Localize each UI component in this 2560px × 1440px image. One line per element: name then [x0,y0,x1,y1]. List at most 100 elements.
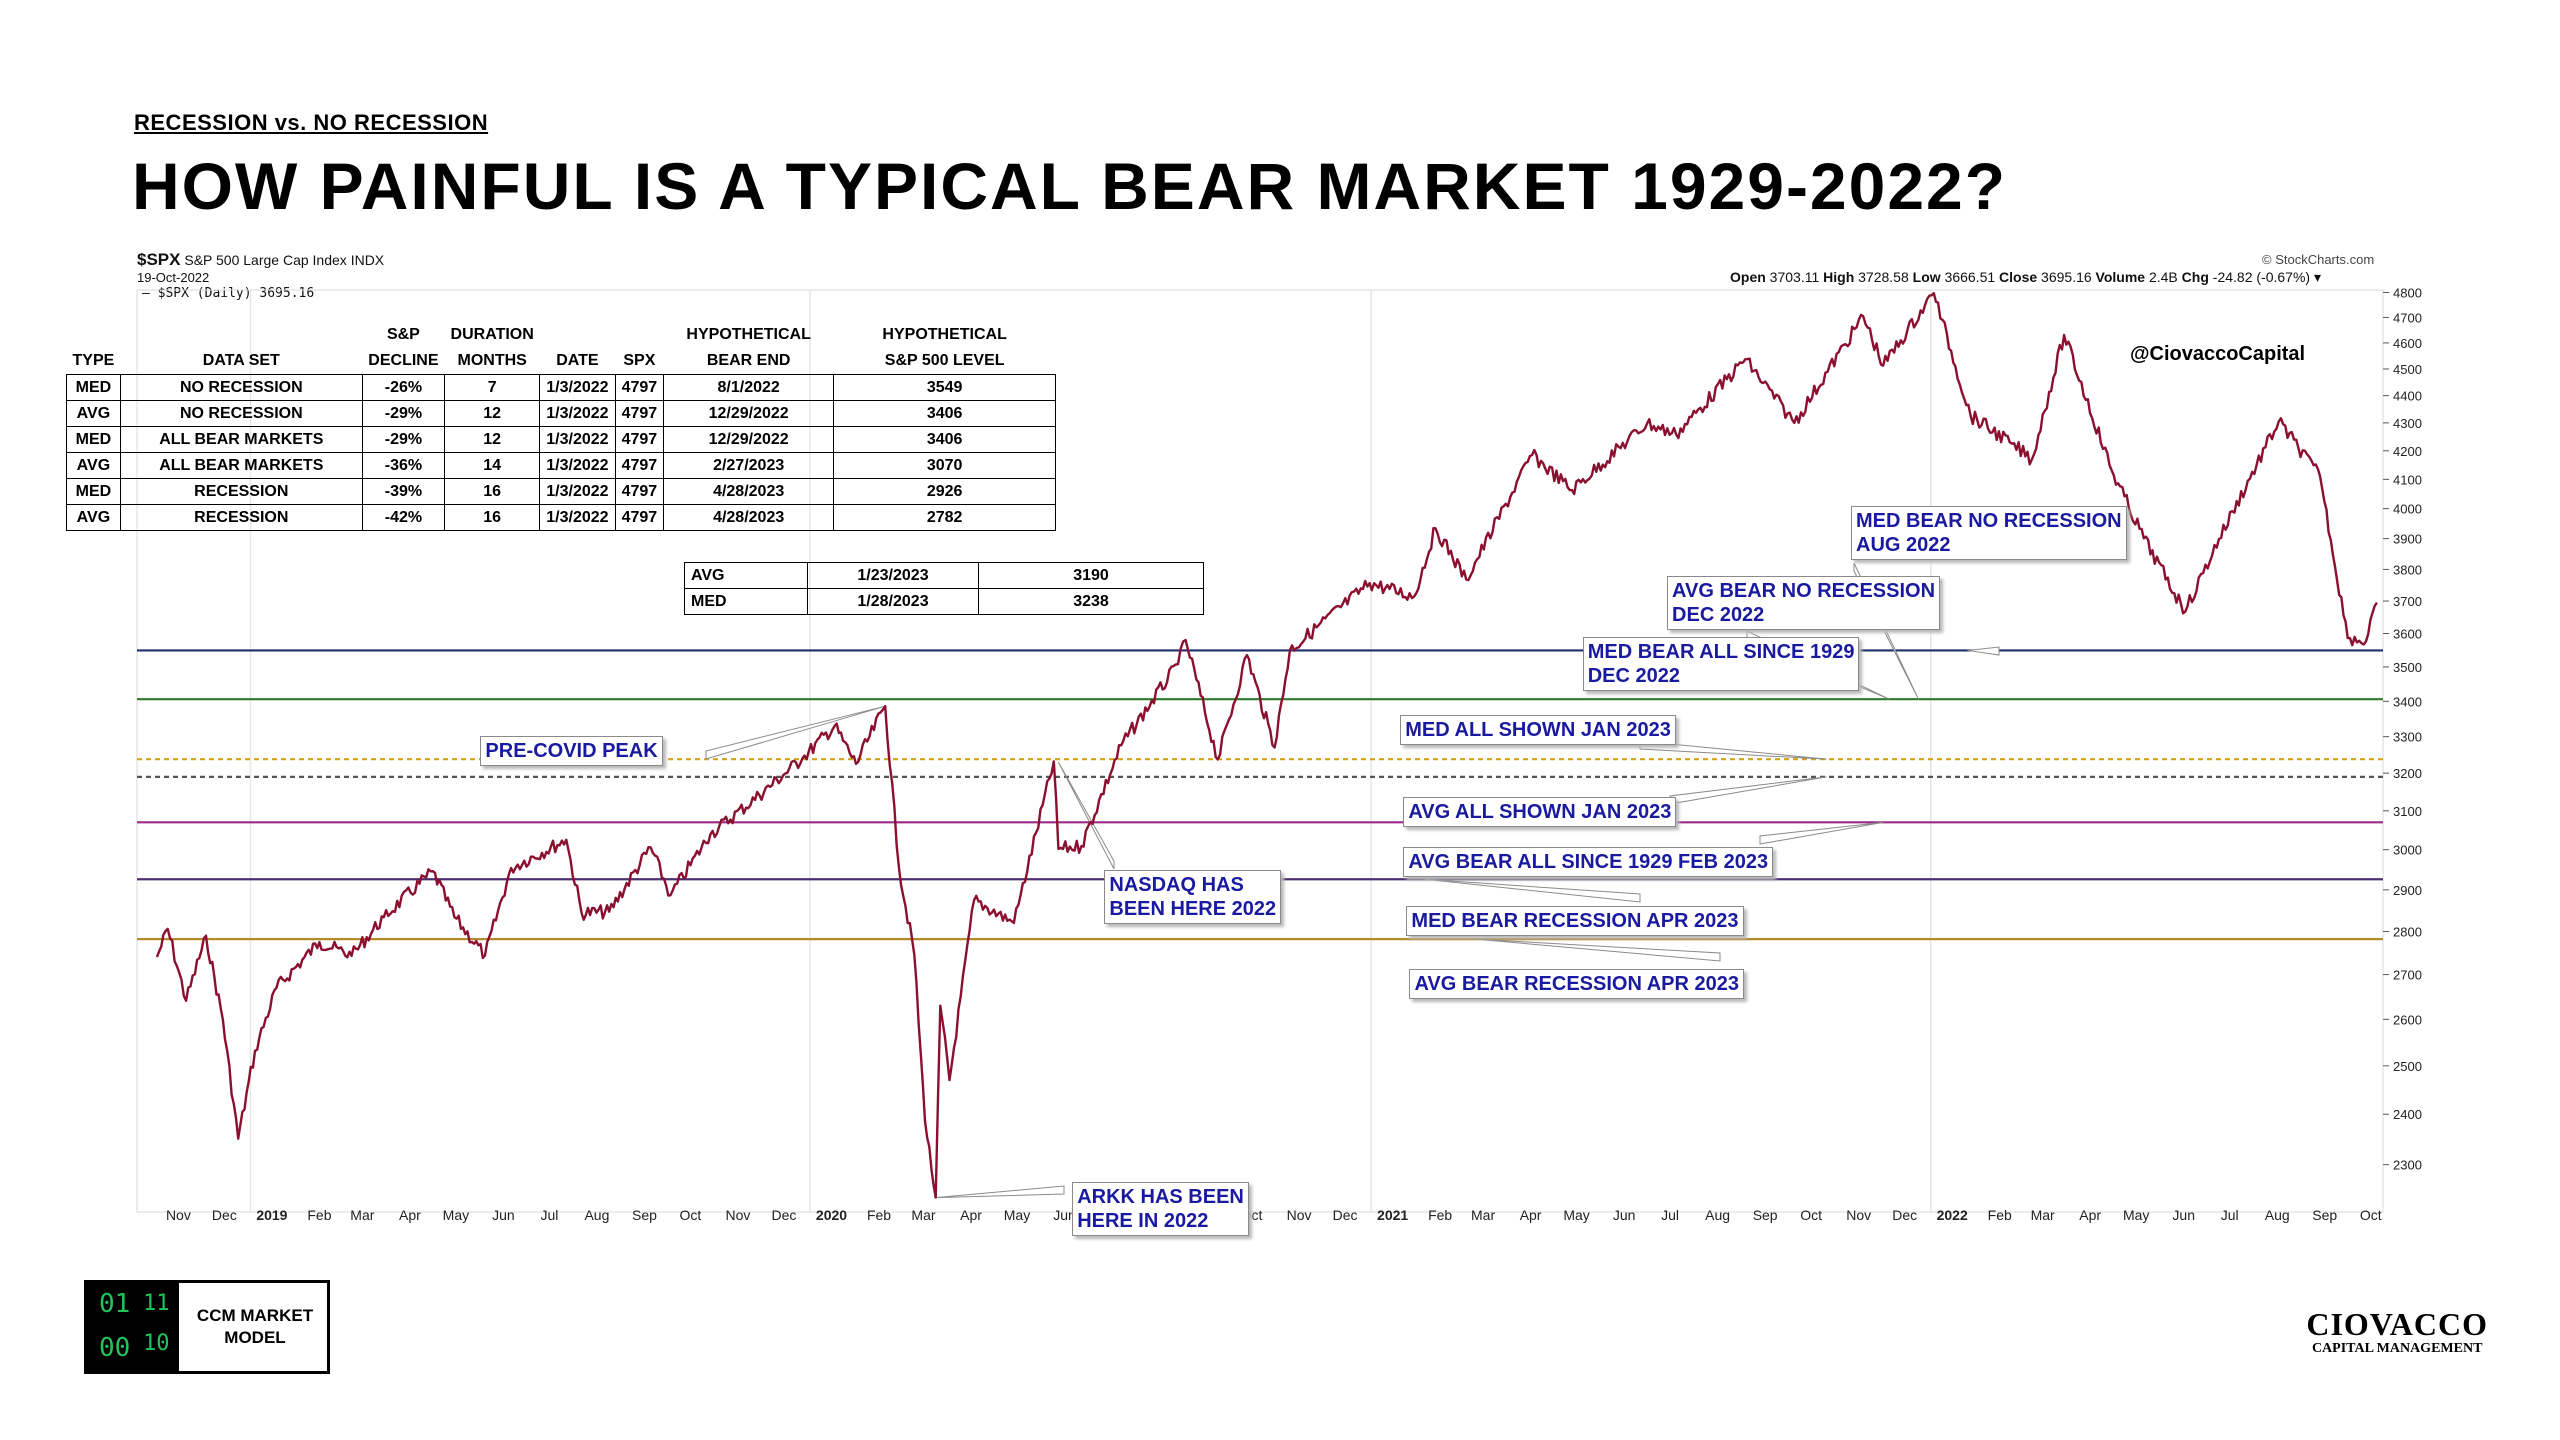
logo-text: CCM MARKET MODEL [196,1306,314,1347]
x-tick-label: Mar [350,1207,374,1223]
ohlc-high-label: High [1823,269,1855,285]
chart-annotation: AVG BEAR RECESSION APR 2023 [1409,969,1744,1000]
table-row: MED NO RECESSION -26% 7 1/3/2022 4797 8/1/2022… [66,374,1057,401]
x-tick-label: 2019 [256,1207,287,1223]
col-header-decline-line1: S&P [386,326,420,343]
table-cell: 8/1/2022 [663,374,835,401]
table-cell: 12/29/2022 [663,400,835,427]
y-tick-label: 2300 [2393,1158,2422,1173]
table-cell: 12/29/2022 [663,426,835,453]
table-cell: 4797 [614,426,665,453]
table-cell: 4797 [614,478,665,505]
col-header-bear-end-line1: HYPOTHETICAL [686,326,811,343]
table-cell: 1/3/2022 [539,400,616,427]
table-cell: NO RECESSION [119,374,363,401]
x-tick-label: May [1563,1207,1589,1223]
table-cell: 2/27/2023 [663,452,835,479]
bear-market-stats-table: TYPE DATA SET S&P DECLINE DURATION MONTHS … [66,318,1057,531]
y-tick-label: 2900 [2393,883,2422,898]
col-header-months-line1: DURATION [450,326,534,343]
ohlc-open: 3703.11 [1769,269,1820,285]
x-tick-label: Nov [726,1207,751,1223]
col-header-months-line2: MONTHS [457,352,527,369]
x-tick-label: Feb [307,1207,331,1223]
col-header-months: DURATION MONTHS [445,318,540,375]
col-header-data-set: DATA SET [202,352,280,369]
table-cell: -26% [361,374,446,401]
x-tick-label: 2021 [1377,1207,1408,1223]
table-cell: -39% [361,478,446,505]
x-tick-label: Oct [2360,1207,2382,1223]
chart-annotation: NASDAQ HAS BEEN HERE 2022 [1104,869,1282,924]
y-tick-label: 2500 [2393,1059,2422,1074]
x-tick-label: Dec [1892,1207,1917,1223]
callout-leader [705,705,886,760]
table-cell: AVG [66,400,121,427]
table-row: MED RECESSION -39% 16 1/3/2022 4797 4/28/2023 2… [66,478,1057,505]
table-cell: MED [66,426,121,453]
table-cell: -29% [361,426,446,453]
chart-annotation: MED BEAR RECESSION APR 2023 [1406,906,1744,937]
y-tick-label: 3300 [2393,730,2422,745]
brand-subtitle: CAPITAL MANAGEMENT [2311,1341,2483,1356]
table-cell: 4/28/2023 [663,504,835,531]
table-cell: RECESSION [119,504,363,531]
table-cell: 16 [444,504,541,531]
y-axis: 2300 2400 2500 2600 2700 2800 2900 3000 3100 3200… [2383,285,2422,1173]
table-cell: 1/3/2022 [539,426,616,453]
plot-frame [136,289,2384,1213]
callout-leader [1057,761,1115,870]
y-tick-label: 3400 [2393,694,2422,709]
table-cell: AVG [66,452,121,479]
x-tick-label: Nov [1846,1207,1871,1223]
x-tick-label: Jun [492,1207,515,1223]
table-cell: 1/3/2022 [539,452,616,479]
x-tick-label: May [443,1207,469,1223]
y-tick-label: 2400 [2393,1107,2422,1122]
chart-annotation: AVG BEAR ALL SINCE 1929 FEB 2023 [1403,846,1774,877]
logo-digit: 01 [99,1289,131,1319]
y-tick-label: 3700 [2393,594,2422,609]
table-row: MED ALL BEAR MARKETS -29% 12 1/3/2022 4797 12/… [66,426,1057,453]
x-tick-label: Apr [1520,1207,1542,1223]
table-cell: 4797 [614,504,665,531]
table-cell: 2782 [833,504,1057,531]
ohlc-low: 3666.51 [1944,269,1996,285]
y-tick-label: 4800 [2393,285,2422,300]
x-tick-label: Aug [1705,1207,1730,1223]
col-header-bear-end-line2: BEAR END [706,352,791,369]
table-cell: 16 [444,478,541,505]
x-tick-label: May [2123,1207,2149,1223]
ohlc-chg: -24.82 (-0.67%) [2212,269,2311,285]
table-cell: 3549 [833,374,1057,401]
y-tick-label: 4700 [2393,310,2422,325]
y-tick-label: 4300 [2393,416,2422,431]
table-cell: 12 [444,426,541,453]
table-row: MED 1/28/2023 3238 [684,588,1204,615]
logo-digit: 10 [143,1331,170,1356]
chevron-down-icon[interactable]: ▾ [2313,269,2321,285]
x-tick-label: Aug [2265,1207,2290,1223]
x-tick-label: Sep [2312,1207,2337,1223]
chart-annotation: AVG ALL SHOWN JAN 2023 [1403,797,1677,828]
logo-digit: 00 [99,1333,131,1363]
x-tick-label: 2020 [816,1207,847,1223]
chart-annotation: MED BEAR NO RECESSION AUG 2022 [1851,505,2127,560]
col-header-level: HYPOTHETICAL S&P 500 LEVEL [834,318,1056,375]
col-header-level-line1: HYPOTHETICAL [882,326,1007,343]
y-tick-label: 2700 [2393,968,2422,983]
x-tick-label: Jul [540,1207,558,1223]
col-header-decline-line2: DECLINE [368,352,439,369]
x-tick-label: Mar [911,1207,935,1223]
summary-table: AVG 1/23/2023 3190 MED 1/28/2023 3238 [684,562,1204,615]
table-cell: 3190 [978,562,1204,589]
table-cell: -29% [361,400,446,427]
logo-digits: 01 11 00 10 [87,1283,179,1371]
chart-date: 19-Oct-2022 [137,270,210,285]
y-tick-label: 4500 [2393,362,2422,377]
x-tick-label: Feb [867,1207,891,1223]
x-tick-label: Jun [2172,1207,2195,1223]
col-header-level-line2: S&P 500 LEVEL [884,352,1005,369]
table-cell: 1/23/2023 [807,562,979,589]
table-cell: MED [684,588,808,615]
